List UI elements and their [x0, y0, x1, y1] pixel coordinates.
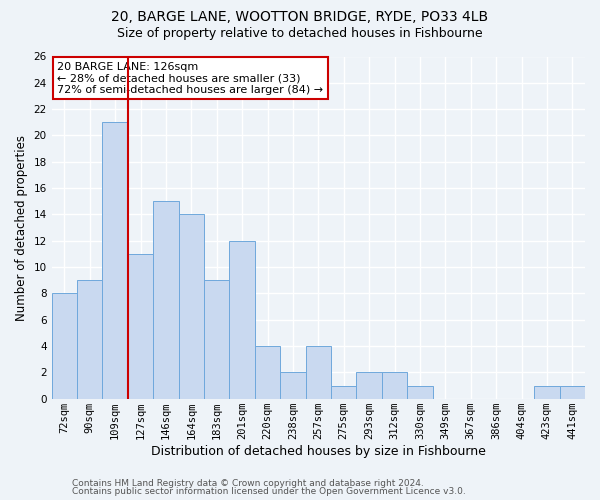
Bar — [179, 214, 204, 398]
Bar — [534, 386, 560, 398]
Bar — [52, 294, 77, 399]
Y-axis label: Number of detached properties: Number of detached properties — [15, 134, 28, 320]
Bar — [560, 386, 585, 398]
Bar — [331, 386, 356, 398]
Bar — [280, 372, 305, 398]
Text: Size of property relative to detached houses in Fishbourne: Size of property relative to detached ho… — [117, 28, 483, 40]
Bar — [305, 346, 331, 399]
Bar — [103, 122, 128, 398]
Text: 20 BARGE LANE: 126sqm
← 28% of detached houses are smaller (33)
72% of semi-deta: 20 BARGE LANE: 126sqm ← 28% of detached … — [57, 62, 323, 95]
Bar — [407, 386, 433, 398]
Bar — [204, 280, 229, 398]
Bar — [153, 202, 179, 398]
Text: Contains HM Land Registry data © Crown copyright and database right 2024.: Contains HM Land Registry data © Crown c… — [72, 478, 424, 488]
Text: 20, BARGE LANE, WOOTTON BRIDGE, RYDE, PO33 4LB: 20, BARGE LANE, WOOTTON BRIDGE, RYDE, PO… — [112, 10, 488, 24]
Bar — [128, 254, 153, 398]
Bar — [382, 372, 407, 398]
Bar — [356, 372, 382, 398]
X-axis label: Distribution of detached houses by size in Fishbourne: Distribution of detached houses by size … — [151, 444, 486, 458]
Bar — [229, 240, 255, 398]
Bar — [77, 280, 103, 398]
Text: Contains public sector information licensed under the Open Government Licence v3: Contains public sector information licen… — [72, 487, 466, 496]
Bar — [255, 346, 280, 399]
